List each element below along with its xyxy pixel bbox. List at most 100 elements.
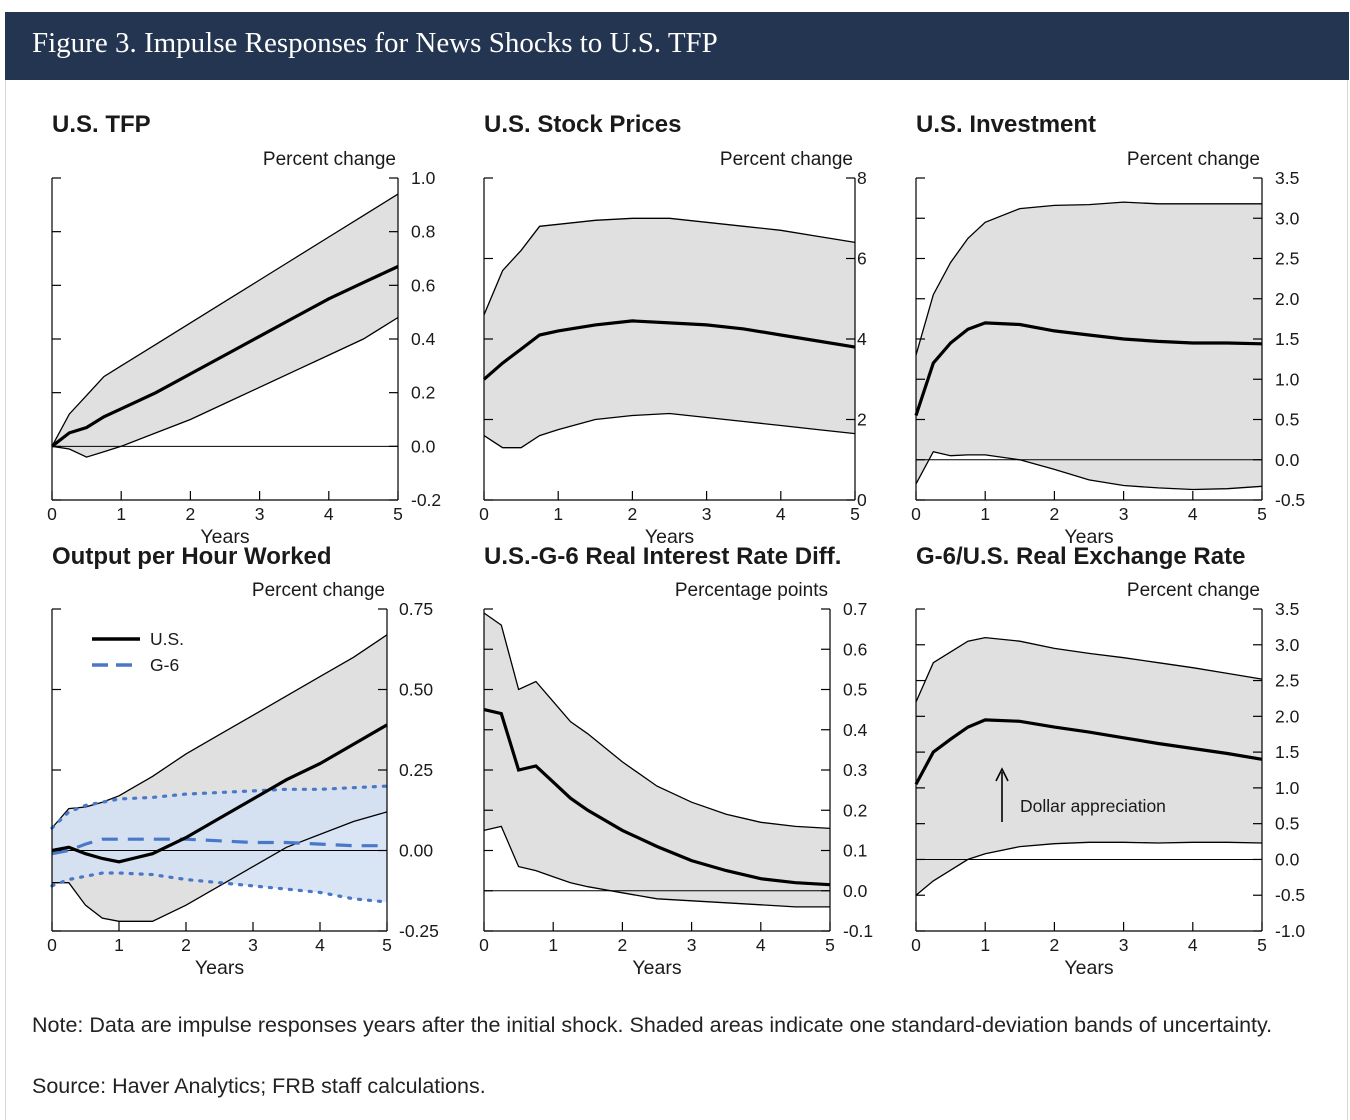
y-tick-label: 2.0 [1275,706,1300,726]
x-tick-label: 5 [1257,935,1267,955]
y-tick-label: 0.1 [843,841,867,861]
x-axis-label: Years [645,526,694,548]
x-tick-label: 3 [1119,935,1129,955]
x-tick-label: 3 [1119,504,1129,524]
x-tick-label: 4 [776,504,786,524]
y-tick-label: 0.5 [843,680,867,700]
y-tick-label: 0.75 [399,599,433,619]
y-tick-label: 0.0 [843,881,868,901]
x-tick-label: 4 [324,504,334,524]
y-tick-label: 0.0 [1275,849,1300,869]
x-tick-label: 1 [980,504,990,524]
y-tick-label: 8 [857,168,867,188]
x-axis-label: Years [1064,957,1113,979]
legend-label: G-6 [150,655,179,675]
y-tick-label: 3.5 [1275,168,1299,188]
x-tick-label: 5 [1257,504,1267,524]
y-tick-label: 0.5 [1275,410,1299,430]
y-tick-label: 0.0 [1275,450,1300,470]
lower-band-line [483,412,856,449]
g6-upper-dotted-line [50,784,389,830]
g6-lower-dotted-line [50,871,389,904]
y-tick-label: -0.25 [399,921,439,941]
x-axis-label: Years [1064,526,1113,548]
x-tick-label: 3 [687,935,697,955]
y-tick-label: 1.0 [1275,369,1300,389]
response-line [51,723,388,864]
y-tick-label: 0.50 [399,680,433,700]
uncertainty-band [52,194,398,458]
response-line [914,321,1263,417]
chart-title: U.S. Stock Prices [484,111,681,138]
lower-band-line [915,450,1263,491]
upper-band-line [51,193,399,447]
y-tick-label: 1.5 [1275,329,1299,349]
response-line [483,708,831,887]
x-tick-label: 2 [1050,935,1060,955]
lower-band-line [483,825,830,908]
x-tick-label: 3 [255,504,265,524]
y-tick-label: 0.2 [843,800,867,820]
y-tick-label: 2.0 [1275,289,1300,309]
y-tick-label: 0.6 [843,639,867,659]
response-line [914,718,1263,786]
y-tick-label: 0.0 [411,436,436,456]
y-axis-label: Percent change [263,149,396,170]
x-tick-label: 4 [1188,504,1198,524]
y-tick-label: 6 [857,249,867,269]
y-axis-label: Percent change [720,149,853,170]
x-tick-label: 1 [980,935,990,955]
y-tick-label: 0.4 [411,329,436,349]
y-tick-label: 2.5 [1275,249,1299,269]
x-tick-label: 5 [825,935,835,955]
response-line [482,319,856,381]
figure-frame [5,80,1348,1120]
legend-label: U.S. [150,629,184,649]
y-axis-label: Percent change [252,580,385,601]
y-tick-label: 4 [857,329,867,349]
y-tick-label: 0.25 [399,760,433,780]
y-axis-label: Percent change [1127,580,1260,601]
chart-title: Output per Hour Worked [52,543,332,570]
lower-band-line [915,841,1263,896]
y-tick-label: 1.0 [1275,778,1300,798]
chart-title: U.S.-G-6 Real Interest Rate Diff. [484,543,841,570]
upper-band-line [915,636,1263,703]
y-tick-label: -0.5 [1275,490,1305,510]
x-tick-label: 0 [911,935,921,955]
y-tick-label: -0.2 [411,490,441,510]
x-tick-label: 1 [548,935,558,955]
lower-band-line [51,316,399,458]
x-tick-label: 1 [553,504,563,524]
annotation-label: Dollar appreciation [1020,796,1166,816]
y-tick-label: 0.3 [843,760,867,780]
y-tick-label: -1.0 [1275,921,1305,941]
y-tick-label: -0.1 [843,921,873,941]
x-tick-label: 1 [114,935,124,955]
x-tick-label: 0 [911,504,921,524]
x-tick-label: 0 [479,935,489,955]
chart-grid: U.S. TFP Percent change 1.0 0.8 0.6 0.4 0.2 0.0… [47,111,1305,979]
y-axis-label: Percent change [1127,149,1260,170]
x-tick-label: 2 [618,935,628,955]
lower-band-line [52,811,388,922]
y-tick-label: 1.5 [1275,742,1299,762]
x-tick-label: 2 [628,504,638,524]
uncertainty-band [916,637,1262,896]
x-tick-label: 3 [702,504,712,524]
y-tick-label: 0.4 [843,720,868,740]
upper-band-line [483,217,856,316]
y-tick-label: -0.5 [1275,885,1305,905]
y-tick-label: 3.0 [1275,208,1300,228]
uncertainty-band [484,218,855,448]
y-tick-label: 0.5 [1275,814,1299,834]
x-tick-label: 0 [47,935,57,955]
x-tick-label: 3 [248,935,258,955]
figure-title: Figure 3. Impulse Responses for News Sho… [32,27,718,59]
x-axis-label: Years [200,526,249,548]
y-tick-label: 3.0 [1275,635,1300,655]
x-tick-label: 5 [850,504,860,524]
y-tick-label: 0.00 [399,841,433,861]
response-line [51,265,399,448]
